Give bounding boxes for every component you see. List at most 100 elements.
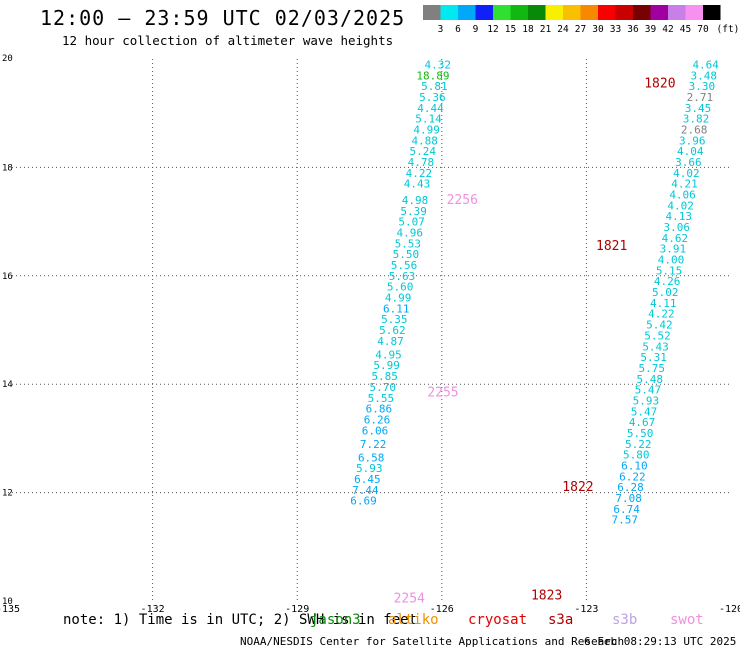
wave-height-point: 3.66	[675, 156, 702, 169]
wave-height-point: 5.35	[381, 313, 408, 326]
legend-s3b: s3b	[612, 612, 638, 628]
wave-height-point: 5.15	[656, 264, 683, 277]
wave-height-point: 5.60	[387, 281, 414, 294]
wave-height-point: 2.71	[687, 91, 714, 104]
wave-height-point: 5.93	[633, 394, 660, 407]
colorbar-tick-label: 70	[697, 24, 709, 35]
wave-height-point: 4.06	[669, 189, 696, 202]
wave-height-point: 5.93	[356, 462, 383, 475]
wave-height-point: 5.48	[637, 373, 664, 386]
wave-height-point: 5.52	[644, 329, 671, 342]
colorbar-swatch	[423, 5, 441, 20]
wave-height-point: 7.57	[611, 514, 638, 527]
x-tick-label: -123	[574, 604, 598, 615]
x-tick-label: -135	[0, 604, 20, 615]
colorbar-unit-label: (ft)	[717, 24, 740, 35]
colorbar-swatch	[475, 5, 493, 20]
colorbar-swatch	[563, 5, 581, 20]
wave-height-point: 4.04	[677, 145, 704, 158]
pass-time-label: 2256	[447, 193, 478, 208]
pass-time-label: 1822	[562, 480, 593, 495]
y-tick-label: 12	[2, 489, 13, 499]
wave-height-point: 3.30	[689, 80, 716, 93]
colorbar-tick-label: 9	[473, 24, 479, 35]
colorbar-swatch	[650, 5, 668, 20]
colorbar-tick-label: 27	[575, 24, 586, 35]
y-tick-label: 20	[2, 54, 13, 64]
colorbar-tick-label: 39	[645, 24, 657, 35]
colorbar-tick-label: 15	[505, 24, 516, 35]
wave-height-point: 5.47	[635, 384, 662, 397]
legend-cryosat: cryosat	[468, 612, 528, 628]
wave-height-point: 4.26	[654, 275, 681, 288]
y-tick-label: 16	[2, 272, 13, 282]
wave-height-point: 4.88	[411, 134, 438, 147]
wave-height-point: 4.64	[692, 58, 719, 71]
wave-height-point: 6.74	[613, 503, 640, 516]
wave-height-point: 4.44	[417, 102, 444, 115]
wave-height-point: 5.14	[415, 113, 442, 126]
x-tick-label: -126	[430, 604, 454, 615]
colorbar-tick-label: 12	[487, 24, 498, 35]
y-tick-label: 10	[2, 597, 13, 607]
wave-height-point: 5.43	[642, 340, 669, 353]
colorbar-swatch	[703, 5, 721, 20]
wave-height-point: 5.70	[370, 381, 397, 394]
colorbar-tick-label: 18	[522, 24, 534, 35]
footer-note: note: 1) Time is in UTC; 2) SWH is in fe…	[63, 612, 418, 628]
wave-height-point: 6.10	[621, 460, 648, 473]
colorbar-tick-label: 21	[540, 24, 552, 35]
colorbar-swatch	[615, 5, 633, 20]
wave-height-point: 3.48	[691, 69, 718, 82]
pass-time-label: 1823	[531, 589, 562, 604]
wave-height-point: 4.02	[673, 167, 700, 180]
x-tick-label: -132	[141, 604, 165, 615]
colorbar-swatch	[633, 5, 651, 20]
wave-height-point: 4.67	[629, 416, 656, 429]
wave-height-point: 4.11	[650, 297, 677, 310]
wave-height-point: 4.02	[667, 199, 694, 212]
colorbar-tick-label: 36	[627, 24, 639, 35]
legend-swot: swot	[670, 612, 704, 628]
wave-height-point: 3.91	[660, 243, 687, 256]
wave-height-point: 5.24	[410, 145, 437, 158]
pass-time-label: 2255	[427, 385, 458, 400]
page-title: 12:00 – 23:59 UTC 02/03/2025	[40, 6, 406, 30]
legend-s3a: s3a	[548, 612, 574, 628]
wave-height-point: 3.06	[664, 221, 691, 234]
wave-height-point: 6.45	[354, 473, 381, 486]
wave-height-point: 4.99	[413, 123, 440, 136]
wave-height-point: 5.53	[395, 237, 422, 250]
pass-time-label: 1820	[644, 76, 675, 91]
wave-height-point: 4.98	[402, 194, 429, 207]
x-tick-label: -129	[285, 604, 309, 615]
colorbar-swatch	[493, 5, 511, 20]
wave-height-point: 4.99	[385, 291, 412, 304]
wave-height-point: 4.32	[424, 58, 451, 71]
wave-height-point: 4.22	[406, 167, 433, 180]
wave-height-point: 7.22	[360, 438, 387, 451]
wave-height-point: 6.06	[362, 424, 389, 437]
legend-jason3: jason3	[310, 612, 361, 628]
wave-height-point: 4.96	[397, 226, 424, 239]
wave-height-point: 18.89	[416, 69, 449, 82]
colorbar-swatch	[580, 5, 598, 20]
wave-height-point: 7.08	[615, 492, 642, 505]
wave-height-point: 6.28	[617, 481, 644, 494]
y-tick-label: 18	[2, 163, 13, 173]
generated-timestamp: 6 Feb 08:29:13 UTC 2025	[584, 635, 737, 648]
wave-height-point: 4.95	[375, 348, 402, 361]
wave-height-point: 6.26	[364, 413, 391, 426]
wave-height-point: 5.47	[631, 405, 658, 418]
wave-height-point: 2.68	[681, 123, 708, 136]
wave-height-point: 4.62	[662, 232, 689, 245]
wave-height-point: 5.75	[638, 362, 665, 375]
wave-height-point: 4.87	[377, 335, 404, 348]
colorbar-swatch	[598, 5, 616, 20]
pass-time-label: 1821	[596, 239, 627, 254]
colorbar-swatch	[458, 5, 476, 20]
wave-height-point: 4.13	[665, 210, 692, 223]
x-tick-label: -120	[719, 604, 740, 615]
wave-height-point: 5.62	[379, 324, 406, 337]
